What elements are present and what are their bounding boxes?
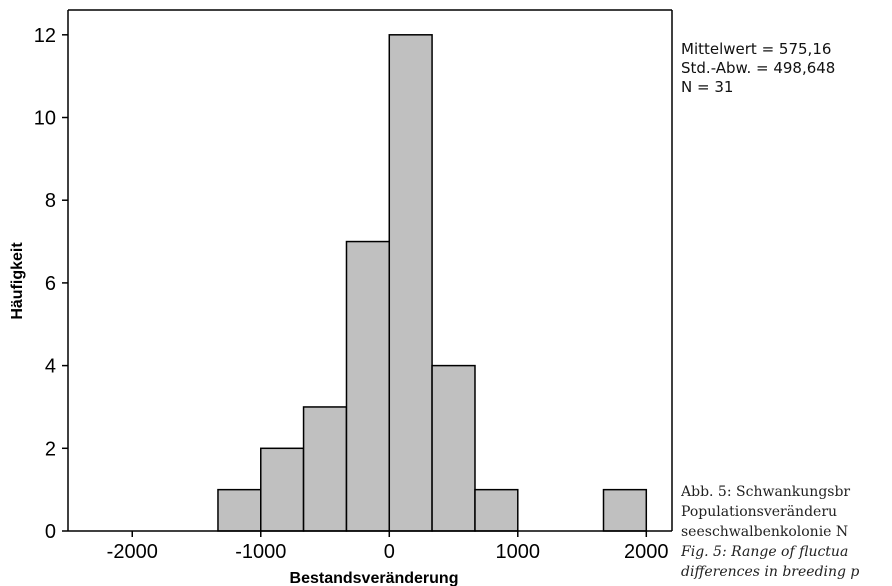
stat-n: N = 31: [681, 78, 734, 96]
y-tick-label: 0: [45, 521, 56, 543]
histogram-bar: [302, 406, 348, 532]
x-axis-title: Bestandsveränderung: [290, 570, 459, 586]
statistics-box: Mittelwert = 575,16 Std.-Abw. = 498,648 …: [681, 40, 835, 97]
y-tick-label: 8: [45, 190, 56, 212]
histogram-bars: [217, 34, 648, 532]
histogram-bar: [388, 34, 433, 532]
x-tick-label: 2000: [624, 541, 669, 563]
caption-english: Fig. 5: Range of fluctua differences in …: [681, 542, 892, 582]
caption-en-line: differences in breeding p: [681, 564, 860, 580]
stat-std-dev: Std.-Abw. = 498,648: [681, 59, 836, 77]
histogram-bar: [260, 447, 305, 532]
y-tick-label: 6: [45, 273, 56, 295]
y-axis-title: Häufigkeit: [9, 242, 26, 320]
histogram-bar: [217, 488, 262, 532]
stat-mean: Mittelwert = 575,16: [681, 40, 832, 58]
caption-de-line: Populationsveränderu: [681, 504, 838, 520]
axes: [67, 9, 673, 532]
x-tick-label: 0: [384, 541, 395, 563]
y-tick-label: 2: [45, 438, 56, 460]
caption-de-line: seeschwalbenkolonie N: [681, 524, 849, 540]
caption-de-line: Abb. 5: Schwankungsbr: [681, 484, 851, 500]
histogram-bar: [431, 364, 476, 532]
y-tick-label: 10: [34, 108, 56, 130]
x-tick-label: -1000: [235, 541, 286, 563]
histogram-bar: [602, 488, 648, 532]
caption-en-line: Fig. 5: Range of fluctua: [681, 544, 849, 560]
x-tick-label: -2000: [107, 541, 158, 563]
axis-ticks: -2000 -1000 0 1000 2000 0 2 4 6 8 10 12: [34, 25, 669, 563]
y-tick-label: 4: [45, 356, 56, 378]
y-tick-label: 12: [34, 25, 56, 47]
histogram-bar: [345, 240, 391, 532]
histogram-bar: [474, 488, 519, 532]
caption-german: Abb. 5: Schwankungsbr Populationsverände…: [681, 482, 892, 542]
x-tick-label: 1000: [496, 541, 541, 563]
